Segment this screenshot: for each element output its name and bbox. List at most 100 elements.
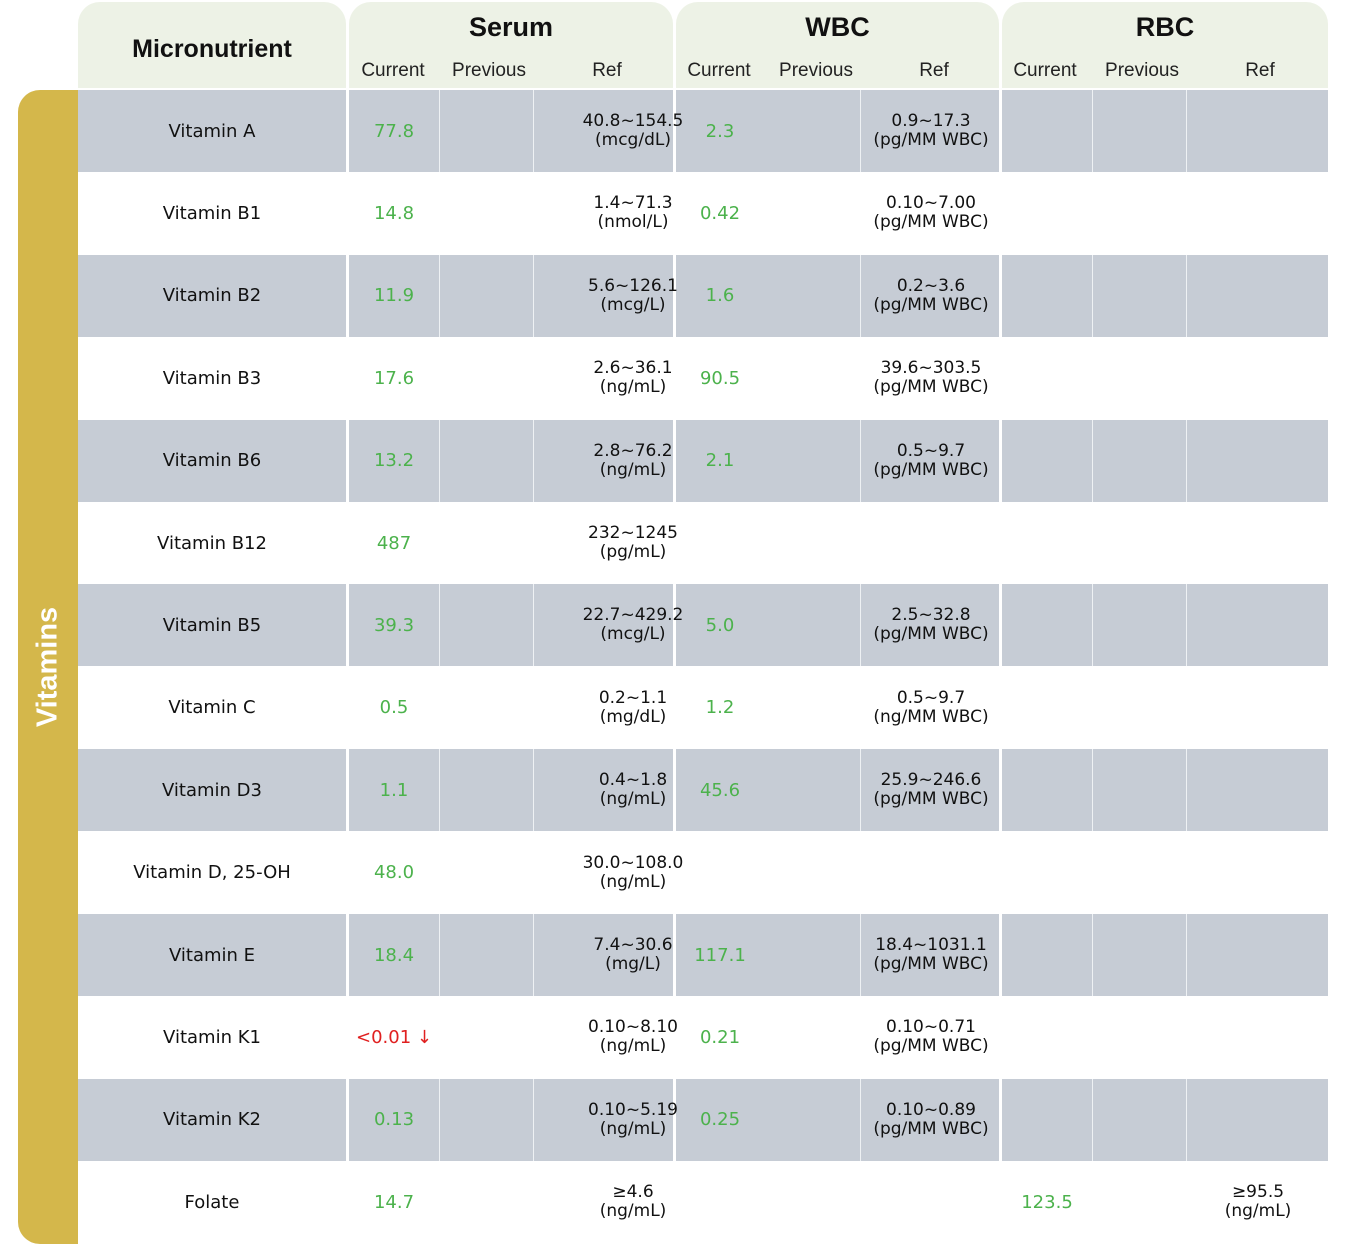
wbc-ref-range: 2.5~32.8 (pg/MM WBC) bbox=[862, 584, 1000, 666]
column-separator bbox=[1092, 584, 1093, 667]
group-separator bbox=[999, 90, 1002, 172]
serum-ref-range: 0.2~1.1 (mg/dL) bbox=[535, 667, 731, 749]
serum-previous-value bbox=[441, 255, 533, 337]
serum-ref-value: 0.2~1.1 bbox=[598, 687, 668, 708]
category-bar: Vitamins bbox=[18, 90, 78, 1244]
serum-ref-unit: (mcg/dL) bbox=[595, 130, 671, 150]
column-separator bbox=[533, 1078, 534, 1161]
wbc-current-value: 1.2 bbox=[705, 697, 735, 719]
serum-ref-value: 22.7~429.2 bbox=[582, 605, 684, 626]
wbc-ref-unit: (ng/MM WBC) bbox=[873, 706, 989, 727]
group-separator bbox=[999, 1078, 1002, 1161]
rbc-ref-range bbox=[1188, 420, 1328, 502]
rbc-current-value bbox=[1002, 832, 1092, 914]
group-separator bbox=[673, 90, 676, 172]
group-separator bbox=[673, 749, 676, 832]
wbc-current-value: 2.1 bbox=[705, 450, 735, 472]
wbc-ref-unit: (pg/MM WBC) bbox=[873, 459, 989, 480]
table-row: Vitamin E 18.4 7.4~30.6 (mg/L) 117.1 18.4~103… bbox=[78, 914, 1328, 996]
header-micronutrient: Micronutrient bbox=[78, 2, 346, 88]
rbc-ref-range bbox=[1188, 255, 1328, 337]
serum-ref-range: 22.7~429.2 (mcg/L) bbox=[535, 584, 731, 666]
wbc-ref-unit: (pg/MM WBC) bbox=[873, 624, 989, 645]
wbc-previous-heading: Previous bbox=[779, 60, 853, 81]
wbc-ref-unit: (pg/MM WBC) bbox=[873, 130, 989, 150]
wbc-current-value bbox=[676, 502, 764, 584]
rbc-current-value bbox=[1002, 502, 1092, 584]
column-separator bbox=[1186, 749, 1187, 832]
group-separator bbox=[346, 90, 349, 172]
serum-previous-heading: Previous bbox=[452, 60, 526, 81]
rbc-current-value bbox=[1002, 255, 1092, 337]
wbc-previous-value bbox=[768, 255, 860, 337]
group-separator bbox=[999, 749, 1002, 832]
rbc-current-value bbox=[1002, 172, 1092, 254]
serum-previous-value bbox=[441, 1079, 533, 1161]
micronutrient-name: Vitamin B12 bbox=[157, 532, 267, 554]
column-separator bbox=[439, 419, 440, 502]
serum-ref-value: 5.6~126.1 bbox=[588, 275, 678, 296]
rbc-ref-range bbox=[1188, 832, 1328, 914]
serum-ref-value: 232~1245 bbox=[588, 523, 678, 543]
serum-ref-unit: (pg/mL) bbox=[599, 542, 667, 562]
micronutrient-name: Vitamin E bbox=[168, 944, 256, 966]
wbc-ref-unit: (pg/MM WBC) bbox=[873, 294, 989, 315]
table-row: Vitamin B2 11.9 5.6~126.1 (mcg/L) 1.6 0.2~3.6… bbox=[78, 254, 1328, 337]
column-separator bbox=[1186, 419, 1187, 502]
group-separator bbox=[673, 1078, 676, 1161]
rbc-previous-value bbox=[1094, 1161, 1186, 1243]
rbc-ref-heading: Ref bbox=[1245, 60, 1275, 81]
serum-previous-value bbox=[441, 584, 533, 666]
rbc-ref-range bbox=[1188, 996, 1328, 1078]
wbc-ref-range bbox=[862, 502, 1000, 584]
group-separator bbox=[999, 419, 1002, 502]
rbc-current-heading: Current bbox=[1013, 60, 1077, 81]
serum-ref-value: 2.8~76.2 bbox=[593, 440, 673, 461]
rbc-ref-range bbox=[1188, 914, 1328, 996]
serum-current-value: 18.4 bbox=[373, 944, 415, 966]
serum-ref-value: 30.0~108.0 bbox=[582, 852, 684, 873]
column-separator bbox=[860, 584, 861, 667]
rbc-ref-unit: (ng/mL) bbox=[1224, 1201, 1292, 1222]
wbc-ref-unit: (pg/MM WBC) bbox=[873, 1118, 989, 1139]
rbc-current-value: 123.5 bbox=[1021, 1191, 1073, 1213]
wbc-ref-value: 0.10~0.89 bbox=[886, 1099, 976, 1120]
group-separator bbox=[999, 584, 1002, 667]
wbc-current-value: 45.6 bbox=[699, 779, 741, 801]
rbc-ref-range bbox=[1188, 584, 1328, 666]
serum-ref-unit: (ng/mL) bbox=[599, 1036, 667, 1057]
wbc-previous-value bbox=[768, 420, 860, 502]
column-separator bbox=[1092, 1078, 1093, 1161]
wbc-ref-range: 25.9~246.6 (pg/MM WBC) bbox=[862, 749, 1000, 831]
column-separator bbox=[439, 584, 440, 667]
rbc-ref-range bbox=[1188, 667, 1328, 749]
wbc-previous-value bbox=[768, 749, 860, 831]
column-separator bbox=[533, 419, 534, 502]
wbc-current-value: 2.3 bbox=[705, 120, 735, 142]
rbc-current-value bbox=[1002, 996, 1092, 1078]
column-separator bbox=[1092, 914, 1093, 996]
serum-previous-value bbox=[441, 749, 533, 831]
table-row: Vitamin A 77.8 40.8~154.5 (mcg/dL) 2.3 0.9~17… bbox=[78, 90, 1328, 172]
column-separator bbox=[860, 914, 861, 996]
group-separator bbox=[346, 584, 349, 667]
wbc-current-value: 1.6 bbox=[705, 285, 735, 307]
serum-ref-value: 2.6~36.1 bbox=[593, 358, 673, 379]
wbc-ref-value: 39.6~303.5 bbox=[880, 358, 982, 379]
serum-current-value: 1.1 bbox=[379, 779, 409, 801]
rbc-previous-value bbox=[1094, 1079, 1186, 1161]
serum-ref-range: ≥4.6 (ng/mL) bbox=[535, 1161, 731, 1243]
serum-current-heading: Current bbox=[361, 60, 425, 81]
wbc-ref-unit: (pg/MM WBC) bbox=[873, 789, 989, 810]
serum-previous-value bbox=[441, 172, 533, 254]
serum-ref-range: 232~1245 (pg/mL) bbox=[535, 502, 731, 584]
rbc-current-value bbox=[1002, 337, 1092, 419]
wbc-ref-value: 0.10~0.71 bbox=[886, 1017, 976, 1038]
column-separator bbox=[860, 419, 861, 502]
rbc-previous-heading: Previous bbox=[1105, 60, 1179, 81]
group-separator bbox=[673, 419, 676, 502]
serum-current-value: 14.8 bbox=[373, 202, 415, 224]
rbc-current-value bbox=[1002, 420, 1092, 502]
micronutrient-name: Vitamin D, 25-OH bbox=[133, 862, 291, 884]
serum-current-value: 11.9 bbox=[373, 285, 415, 307]
